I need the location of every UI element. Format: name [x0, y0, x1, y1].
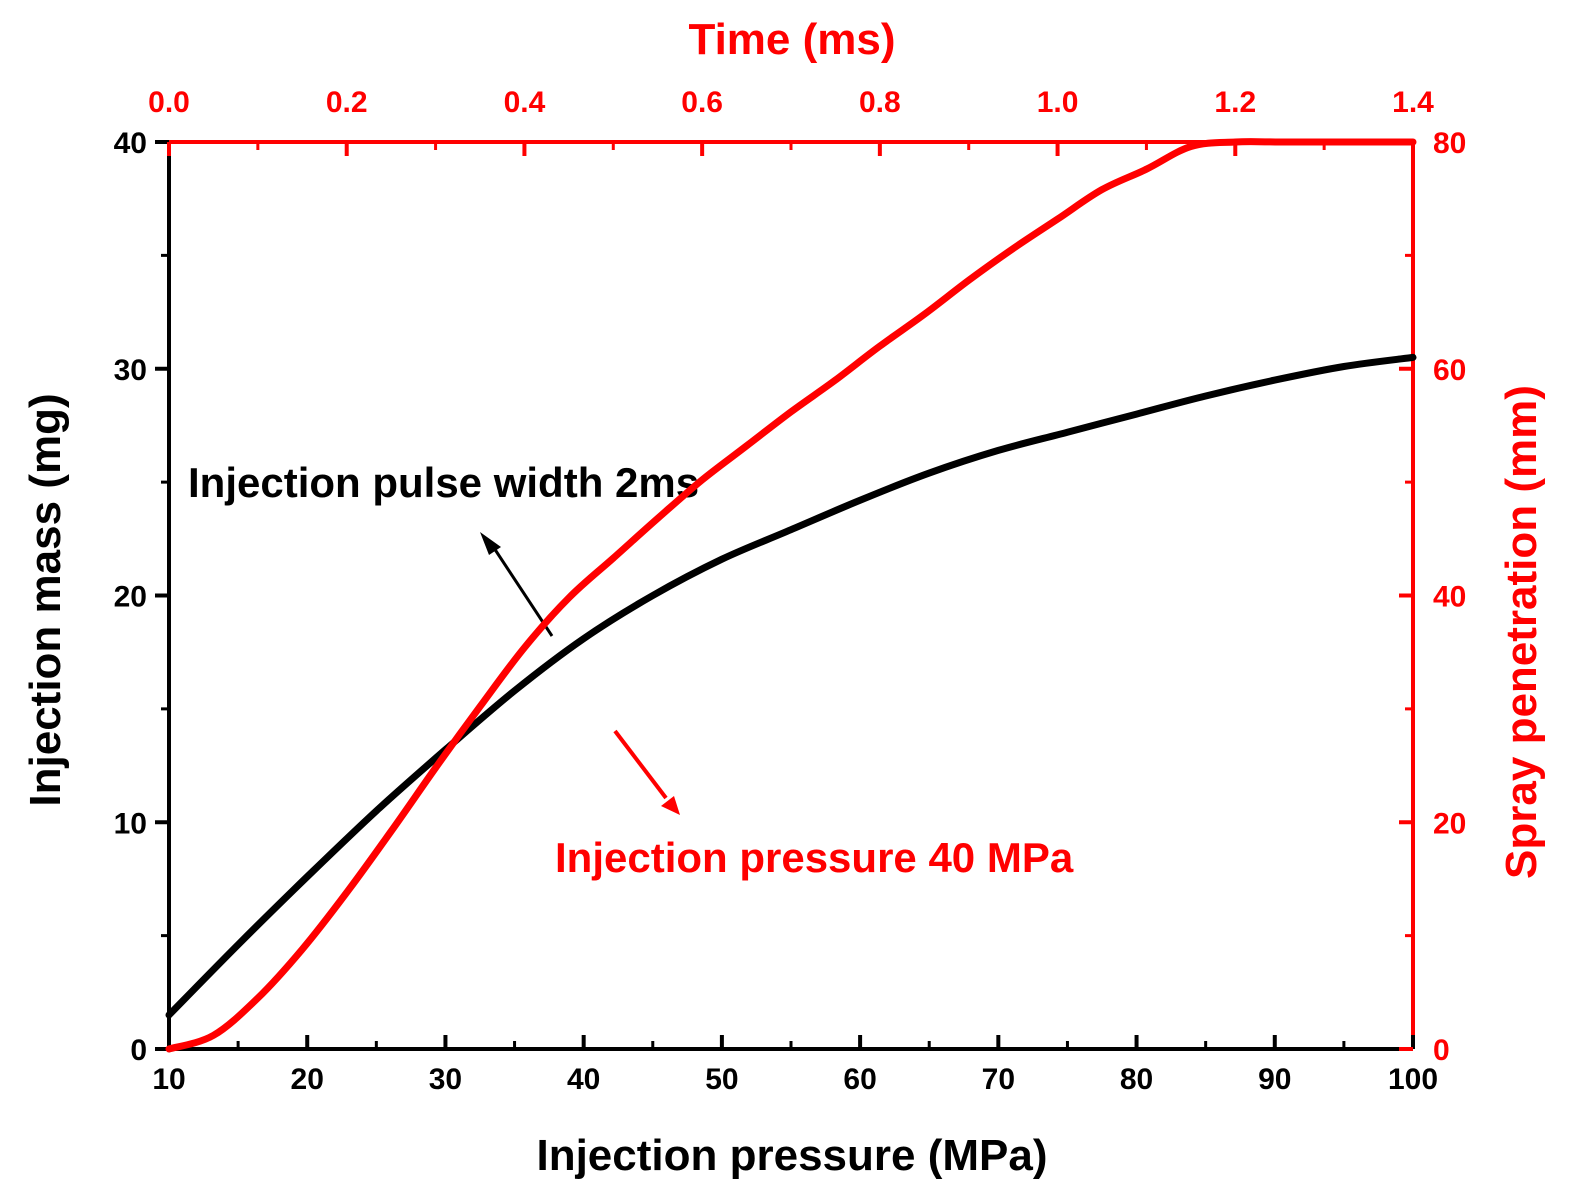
right-tick-label: 60 [1433, 354, 1466, 387]
annotation-arrow-red [613, 729, 680, 815]
bottom-tick-label: 90 [1258, 1063, 1291, 1096]
right-tick-label: 80 [1433, 127, 1466, 160]
bottom-tick-label: 10 [152, 1063, 185, 1096]
left-tick-label: 40 [114, 127, 147, 160]
bottom-tick-label: 60 [843, 1063, 876, 1096]
right-tick-label: 20 [1433, 807, 1466, 840]
top-axis-title: Time (ms) [688, 15, 895, 64]
top-tick-label: 1.4 [1392, 86, 1434, 119]
top-tick-label: 0.6 [681, 86, 723, 119]
bottom-tick-label: 20 [291, 1063, 324, 1096]
series-spray-penetration [165, 138, 1417, 1053]
annotation-arrow-black [480, 532, 554, 637]
right-tick-label: 0 [1433, 1034, 1450, 1067]
left-tick-label: 30 [114, 354, 147, 387]
right-axis-title: Spray penetration (mm) [1497, 385, 1546, 879]
annotation-pulse-width: Injection pulse width 2ms [188, 459, 699, 506]
bottom-axis-title: Injection pressure (MPa) [536, 1131, 1047, 1180]
series-injection-mass [165, 353, 1417, 1019]
top-tick-label: 1.2 [1214, 86, 1256, 119]
top-tick-label: 1.0 [1037, 86, 1079, 119]
bottom-tick-label: 80 [1120, 1063, 1153, 1096]
bottom-tick-label: 50 [705, 1063, 738, 1096]
bottom-tick-label: 100 [1388, 1063, 1438, 1096]
bottom-tick-label: 30 [429, 1063, 462, 1096]
bottom-tick-label: 40 [567, 1063, 600, 1096]
top-tick-label: 0.8 [859, 86, 901, 119]
left-tick-label: 0 [130, 1034, 147, 1067]
annotation-injection-pressure: Injection pressure 40 MPa [555, 834, 1074, 881]
top-tick-label: 0.2 [326, 86, 368, 119]
right-tick-label: 40 [1433, 581, 1466, 614]
top-tick-label: 0.0 [148, 86, 190, 119]
left-axis-title: Injection mass (mg) [21, 393, 70, 806]
left-tick-label: 10 [114, 807, 147, 840]
top-tick-label: 0.4 [504, 86, 546, 119]
bottom-tick-label: 70 [982, 1063, 1015, 1096]
left-tick-label: 20 [114, 581, 147, 614]
